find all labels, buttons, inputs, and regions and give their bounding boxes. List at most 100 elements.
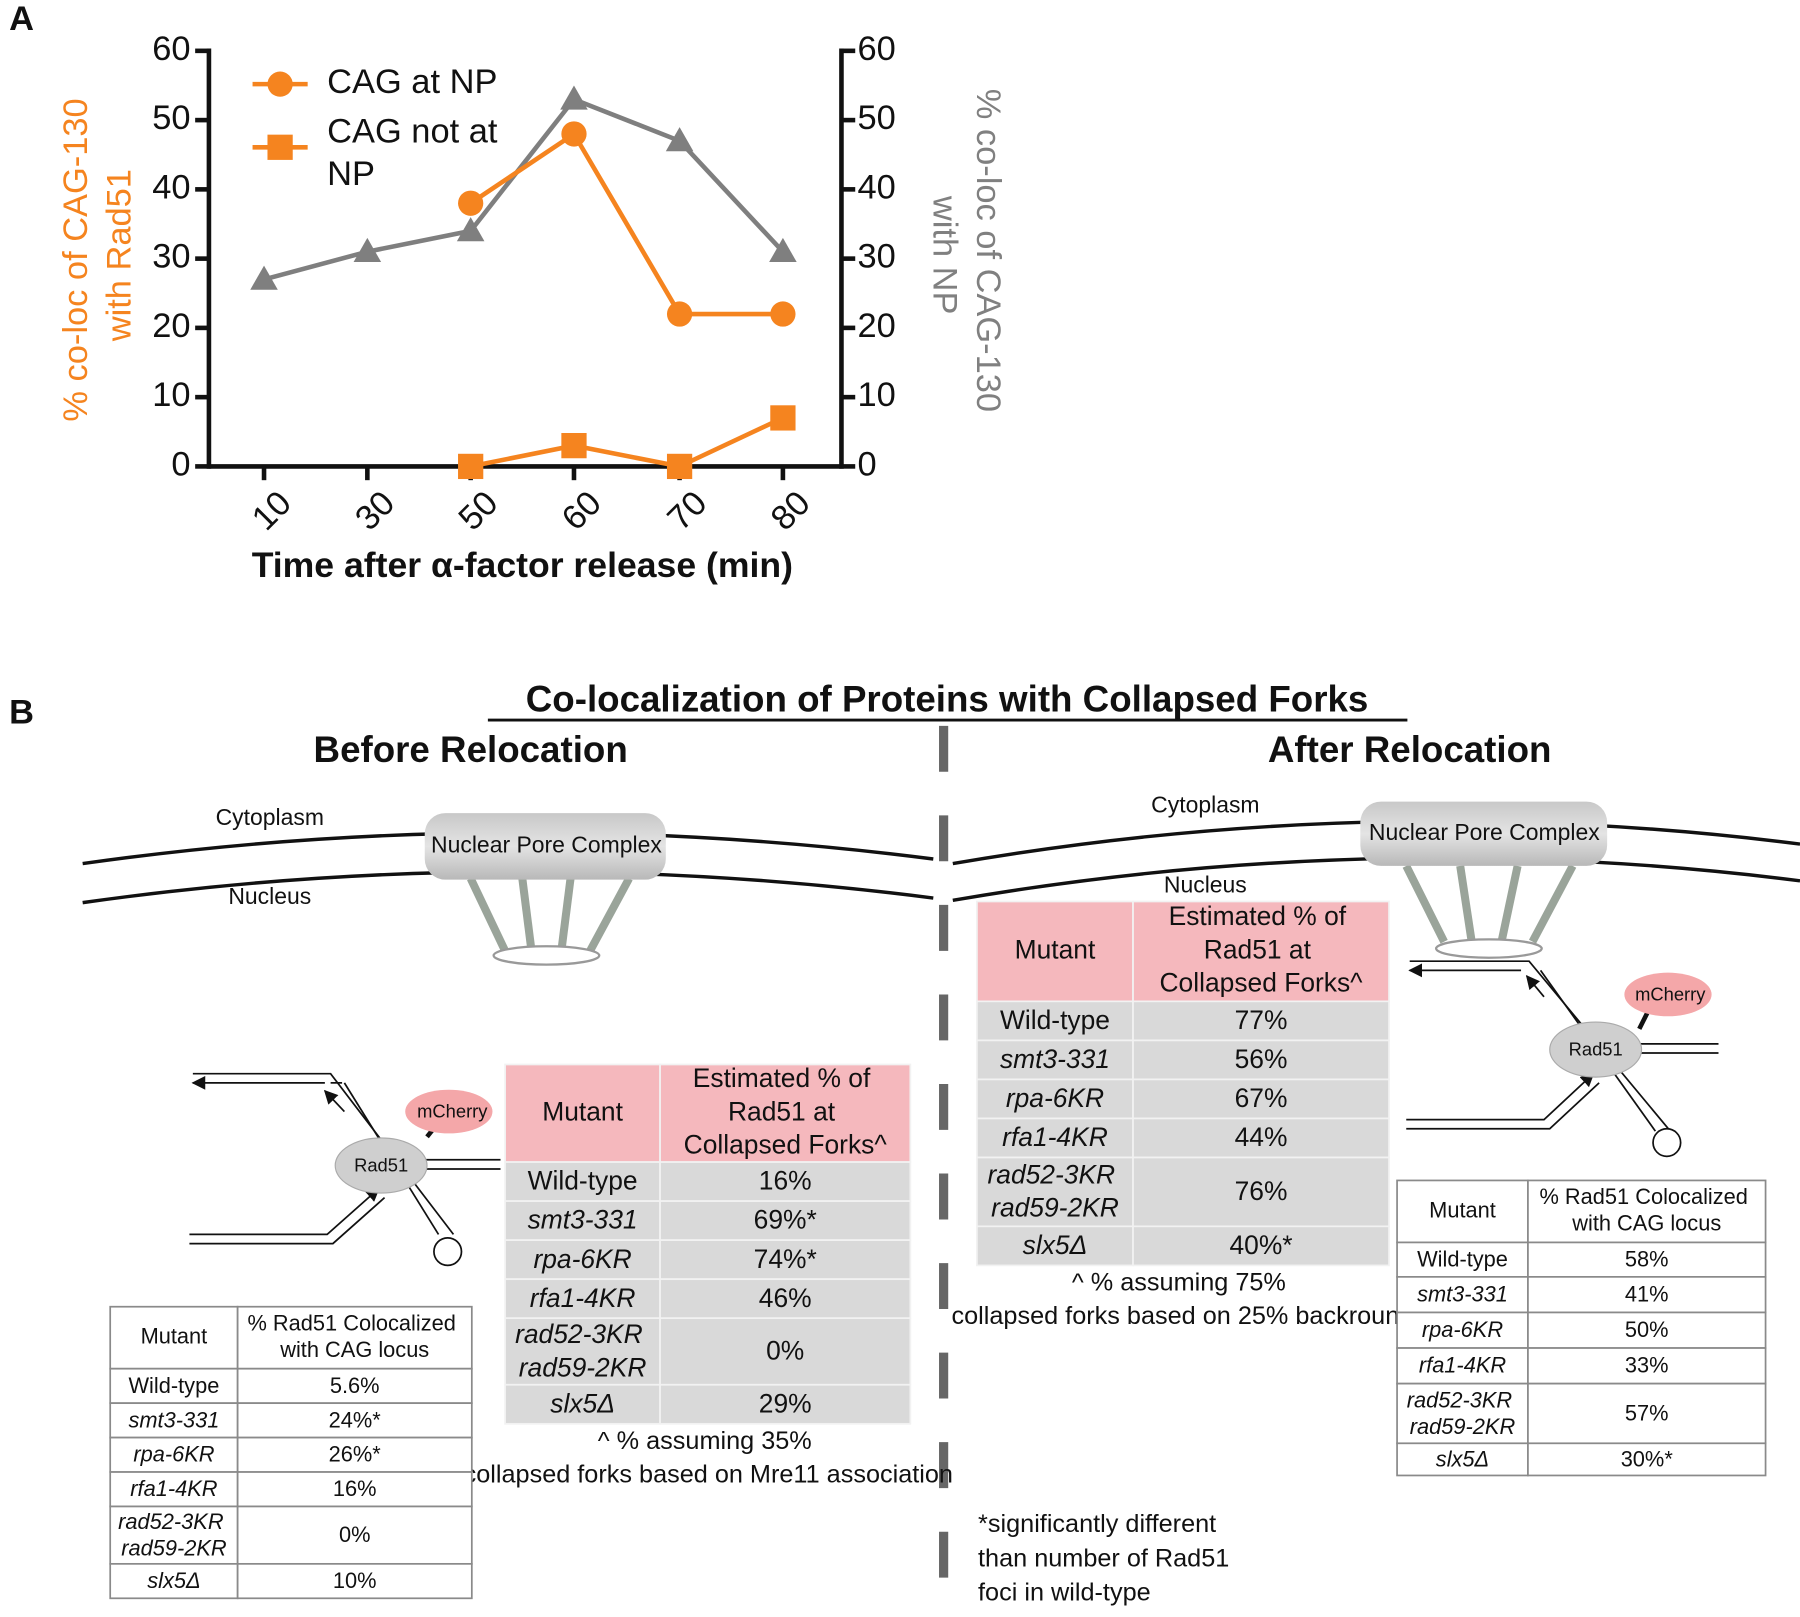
text-line: with CAG locus — [279, 1337, 429, 1362]
loop — [1652, 1127, 1682, 1158]
panel-title: Co-localization of Proteins with Collaps… — [526, 678, 1369, 719]
table-cell — [1396, 1347, 1529, 1385]
table-cell — [976, 1000, 1134, 1042]
data-point — [665, 127, 694, 152]
table-value: 56% — [1235, 1044, 1288, 1074]
table-value: 77% — [1235, 1005, 1288, 1035]
mcherry — [1624, 972, 1712, 1017]
table-cell — [1396, 1179, 1529, 1244]
legend-label: CAG at NP — [327, 63, 497, 101]
section-heading: After Relocation — [1268, 729, 1552, 770]
table-cell — [504, 1239, 661, 1281]
series-line — [263, 96, 785, 282]
table-value: 67% — [1235, 1083, 1288, 1113]
table-header: Mutant — [1015, 934, 1096, 964]
mutant-name: rpa-6KR — [1006, 1083, 1104, 1113]
pore-ring — [1434, 938, 1543, 959]
legend-label: CAG not at NP — [327, 113, 507, 193]
y2-tick-label: 30 — [858, 238, 896, 276]
table-cell — [109, 1562, 239, 1600]
text-line: Rad51 at — [1204, 934, 1318, 964]
table-header: Estimated % of Rad51 at Collapsed Forks^ — [1160, 901, 1364, 998]
text-line: with Rad51 — [101, 169, 139, 342]
table-cell — [1527, 1179, 1767, 1244]
mutant-name: Wild-type — [1417, 1247, 1508, 1272]
text-line: Mutant — [542, 1096, 623, 1126]
table-cell — [659, 1383, 912, 1425]
rad51 — [334, 1137, 428, 1194]
table-cell — [1396, 1311, 1529, 1349]
section-heading: Before Relocation — [314, 729, 628, 770]
table-value: 58% — [1625, 1247, 1669, 1272]
mutant-name: Wild-type — [128, 1373, 219, 1398]
table-cell — [1396, 1442, 1529, 1477]
text-line: rad59-2KR — [121, 1535, 227, 1560]
text-line: ^ % assuming 35% — [598, 1427, 819, 1455]
mutant-name: rpa-6KR — [133, 1442, 214, 1467]
mutant-name: rad52-3KR rad59-2KR — [987, 1159, 1122, 1222]
text-line: foci in wild-type — [978, 1578, 1151, 1606]
y-tick-label: 10 — [152, 376, 190, 414]
text-line: with CAG locus — [1571, 1210, 1721, 1235]
table-header: % Rad51 Colocalized with CAG locus — [1540, 1184, 1754, 1235]
table-cell — [1396, 1276, 1529, 1314]
text-line: rad52-3KR — [1407, 1387, 1518, 1412]
tag-label: mCherry — [1635, 983, 1706, 1004]
table-value: 33% — [1625, 1353, 1669, 1378]
data-point — [666, 453, 693, 480]
nuclear-pore — [1360, 801, 1608, 866]
x-tick-label: 80 — [764, 484, 818, 538]
panel-label: B — [9, 693, 34, 731]
table-value: 0% — [766, 1336, 804, 1366]
table-value: 5.6% — [330, 1373, 380, 1398]
y2-tick-label: 60 — [858, 30, 896, 68]
table: Mutant Estimated % of Rad51 at Collapsed … — [504, 1063, 912, 1425]
y2-axis-label: % co-loc of CAG-130 with NP — [925, 89, 1007, 422]
text-line: ^ % assuming 75% — [1072, 1268, 1293, 1296]
data-point — [770, 405, 796, 431]
text-line: rad59-2KR — [991, 1193, 1119, 1223]
panel-label: A — [9, 0, 34, 38]
table-value: 41% — [1625, 1282, 1669, 1307]
y-axis-label: % co-loc of CAG-130 with Rad51 — [57, 89, 139, 422]
table-header: Mutant — [542, 1096, 623, 1126]
mutant-name: slx5Δ — [550, 1388, 615, 1418]
y-tick-label: 40 — [152, 168, 190, 206]
table-cell — [1132, 1156, 1390, 1228]
x-tick-label: 70 — [660, 484, 714, 538]
text-line: rad52-3KR — [515, 1319, 650, 1349]
table-cell — [236, 1367, 473, 1405]
text-line: Estimated % of — [693, 1063, 878, 1093]
text-line: than number of Rad51 — [978, 1544, 1236, 1572]
text-line: rad59-2KR — [519, 1352, 647, 1382]
table-value: 26%* — [329, 1442, 382, 1467]
table: Mutant Estimated % of Rad51 at Collapsed … — [976, 900, 1390, 1267]
series-line — [470, 415, 784, 469]
text-line: *significantly different — [978, 1509, 1223, 1537]
x-tick-label: 30 — [348, 484, 402, 538]
compartment-label: Nucleus — [228, 883, 311, 909]
data-point — [561, 121, 587, 147]
pore-label: Nuclear Pore Complex — [1369, 819, 1600, 845]
text-line: NP — [327, 155, 375, 193]
legend-marker — [267, 134, 293, 160]
mutant-name: rfa1-4KR — [530, 1283, 636, 1313]
mutant-name: slx5Δ — [1436, 1446, 1489, 1471]
text-line: rad52-3KR — [987, 1159, 1122, 1189]
mcherry — [405, 1089, 493, 1134]
mutant-name: rfa1-4KR — [1419, 1353, 1506, 1378]
protein-label: Rad51 — [1569, 1039, 1623, 1060]
table-cell — [236, 1562, 473, 1600]
table-header: % Rad51 Colocalized with CAG locus — [247, 1310, 461, 1361]
text-line: collapsed forks based on Mre11 associati… — [464, 1460, 953, 1488]
y-tick-label: 0 — [171, 446, 190, 484]
y-tick-label: 50 — [152, 99, 190, 137]
mutant-name: rad52-3KR rad59-2KR — [1407, 1387, 1518, 1438]
mutant-name: smt3-331 — [528, 1205, 638, 1235]
data-point — [561, 433, 587, 459]
table-header: Estimated % of Rad51 at Collapsed Forks^ — [684, 1063, 888, 1160]
text-line: % Rad51 Colocalized — [1540, 1184, 1754, 1209]
loop — [433, 1236, 463, 1267]
legend-marker — [267, 71, 293, 97]
